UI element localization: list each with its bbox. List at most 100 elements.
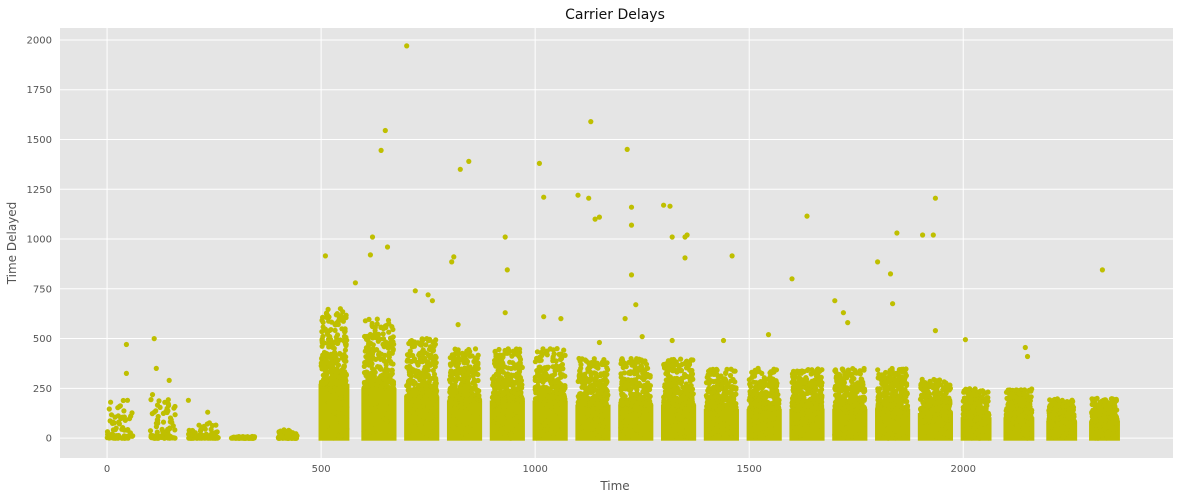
data-point	[148, 397, 154, 403]
data-point	[550, 409, 556, 416]
data-point	[420, 354, 426, 360]
data-point	[338, 395, 344, 401]
data-point	[553, 358, 559, 364]
data-point	[769, 429, 775, 435]
data-point	[538, 424, 545, 431]
data-point	[716, 406, 722, 413]
data-point	[537, 364, 543, 370]
data-point	[620, 364, 626, 371]
data-point	[374, 382, 380, 388]
data-point	[753, 399, 759, 405]
data-point	[495, 384, 501, 391]
data-point	[890, 386, 896, 392]
data-point	[319, 336, 325, 342]
data-point	[774, 388, 780, 394]
data-point	[335, 409, 341, 415]
data-point	[634, 387, 640, 393]
data-point	[384, 340, 390, 346]
data-point	[376, 375, 382, 381]
data-point	[811, 384, 818, 390]
data-point	[686, 402, 692, 408]
data-point	[578, 365, 584, 371]
data-point	[595, 409, 601, 415]
data-point	[901, 429, 907, 436]
data-point	[713, 371, 720, 377]
data-point	[453, 428, 459, 435]
data-point	[153, 420, 159, 426]
data-point	[671, 408, 678, 414]
data-point	[643, 402, 649, 408]
data-point	[853, 407, 859, 413]
data-point	[808, 371, 814, 377]
data-point	[844, 385, 850, 391]
data-point	[386, 350, 392, 356]
data-point	[555, 427, 561, 434]
data-point	[370, 381, 376, 387]
data-point	[333, 370, 339, 376]
data-point	[368, 405, 375, 411]
data-point	[373, 356, 379, 362]
data-point	[543, 419, 549, 425]
data-point	[641, 377, 647, 383]
data-point	[774, 411, 780, 417]
data-point	[536, 358, 543, 364]
data-point	[424, 406, 430, 412]
data-point	[623, 423, 629, 429]
data-point	[468, 402, 474, 408]
data-point	[418, 342, 424, 348]
data-point	[628, 369, 634, 375]
data-point	[795, 407, 802, 414]
data-point	[635, 359, 641, 365]
data-point	[321, 402, 327, 408]
data-point	[689, 375, 695, 381]
data-point	[811, 407, 817, 413]
data-point	[406, 419, 412, 425]
data-point	[939, 420, 946, 426]
data-point	[463, 372, 469, 378]
data-point	[107, 418, 113, 424]
data-point	[549, 400, 555, 406]
data-point	[804, 367, 811, 373]
data-point	[363, 336, 370, 342]
data-point	[493, 429, 499, 435]
data-point	[647, 402, 653, 408]
data-point	[330, 403, 337, 410]
data-point	[718, 416, 724, 422]
data-point	[632, 434, 638, 440]
data-point	[454, 373, 460, 379]
data-point	[335, 380, 341, 386]
data-point	[382, 424, 388, 430]
data-point	[602, 400, 608, 406]
data-point	[554, 406, 561, 412]
data-point	[818, 374, 824, 380]
data-point	[599, 415, 605, 421]
data-point	[492, 360, 498, 367]
data-point	[387, 431, 393, 437]
data-point	[412, 404, 418, 410]
data-point	[383, 371, 389, 377]
data-point	[585, 395, 591, 402]
data-point	[537, 433, 543, 439]
data-point	[889, 367, 895, 373]
data-point	[628, 395, 635, 401]
data-point	[769, 377, 775, 383]
data-point	[750, 392, 756, 398]
data-point	[383, 325, 389, 331]
data-point	[583, 388, 589, 394]
data-point	[857, 370, 863, 377]
data-point	[416, 359, 422, 365]
data-point	[604, 371, 610, 377]
data-point	[472, 357, 478, 363]
data-point	[714, 427, 720, 433]
data-point	[945, 433, 951, 439]
data-point	[389, 324, 395, 330]
data-point	[669, 357, 675, 363]
data-point	[321, 361, 327, 367]
data-point	[723, 391, 729, 397]
data-point	[943, 425, 949, 431]
data-point	[335, 399, 342, 405]
data-point	[899, 414, 906, 420]
data-point	[165, 401, 171, 407]
data-point	[417, 394, 423, 400]
data-point	[104, 429, 111, 435]
